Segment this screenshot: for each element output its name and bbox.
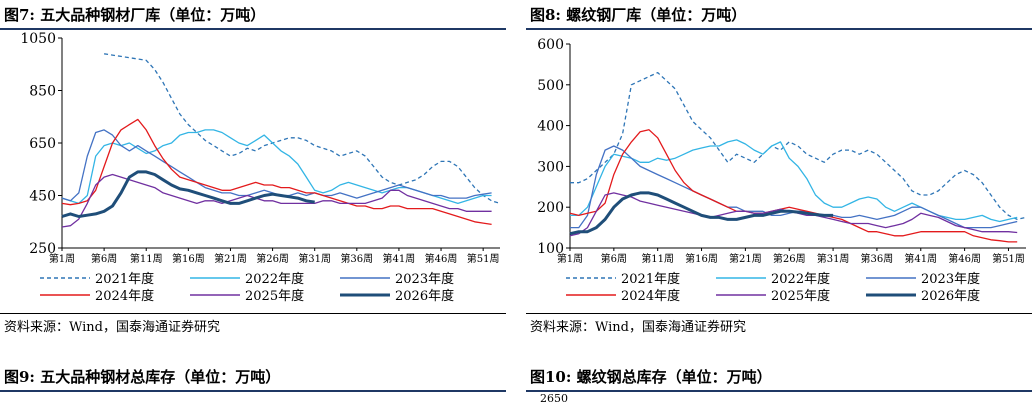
x-tick-label: 第41周: [383, 252, 416, 265]
x-tick-label: 第11周: [130, 252, 163, 265]
series-line: [61, 118, 492, 226]
figure-10-first-tick: 2650: [540, 392, 568, 405]
title-divider: [0, 390, 506, 392]
x-tick-label: 第6周: [91, 252, 117, 265]
title-divider: [526, 28, 1032, 30]
y-tick-label: 500: [537, 78, 564, 94]
x-tick-label: 第51周: [467, 252, 500, 265]
legend-label: 2026年度: [395, 288, 454, 304]
figure-8-chart: 100 200 300 400 500 600 第1周 第6周 第11周 第16周 第21周 第26周…: [537, 37, 1027, 304]
y-tick-label: 200: [537, 200, 564, 216]
y-tick-label: 850: [29, 84, 56, 100]
series-line: [61, 129, 492, 202]
figure-9-title: 图9: 五大品种钢材总库存（单位：万吨）: [4, 368, 281, 386]
y-tick-label: 650: [29, 136, 56, 152]
y-tick-label: 100: [537, 241, 564, 257]
x-tick-label: 第26周: [256, 252, 289, 265]
y-tick-label: 600: [537, 37, 564, 53]
legend-label: 2022年度: [245, 271, 304, 287]
x-tick-label: 第36周: [861, 252, 894, 265]
legend-label: 2023年度: [395, 271, 454, 287]
figure-10-title: 图10: 螺纹钢总库存（单位：万吨）: [530, 368, 772, 386]
source-divider: [526, 313, 1032, 314]
figure-8-source: 资料来源：Wind，国泰海通证券研究: [530, 320, 746, 335]
figure-7-panel: 图7: 五大品种钢材厂库（单位：万吨） 250 450 650 850 1050 第1周 第…: [0, 0, 508, 340]
y-tick-label: 300: [537, 159, 564, 175]
series-line: [569, 191, 834, 236]
y-tick-label: 250: [29, 241, 56, 257]
series-line: [570, 145, 1018, 229]
series-line: [570, 71, 1027, 221]
x-tick-label: 第16周: [685, 252, 718, 265]
series-line: [569, 129, 1018, 243]
x-tick-label: 第36周: [340, 252, 373, 265]
y-tick-label: 1050: [20, 31, 56, 47]
x-tick-label: 第16周: [172, 252, 205, 265]
x-tick-label: 第11周: [641, 252, 674, 265]
x-tick-label: 第51周: [992, 252, 1025, 265]
legend-label: 2023年度: [921, 271, 980, 287]
x-tick-label: 第41周: [904, 252, 937, 265]
x-tick-label: 第21周: [214, 252, 247, 265]
y-tick-label: 450: [29, 189, 56, 205]
legend-label: 2022年度: [771, 271, 830, 287]
figure-7-source: 资料来源：Wind，国泰海通证券研究: [4, 320, 220, 335]
title-divider: [0, 28, 506, 30]
series-line: [104, 53, 501, 205]
figure-8-panel: 图8: 螺纹钢厂库（单位：万吨） 100 200 300 400 500 600 第1周 第6…: [526, 0, 1032, 340]
title-divider: [526, 390, 1032, 392]
x-tick-label: 第31周: [298, 252, 331, 265]
series-line: [61, 170, 315, 218]
figure-8-title: 图8: 螺纹钢厂库（单位：万吨）: [530, 6, 747, 24]
legend-label: 2024年度: [95, 288, 154, 304]
legend-label: 2026年度: [921, 288, 980, 304]
series-line: [61, 173, 492, 228]
series-line: [569, 192, 1018, 237]
figure-7-title: 图7: 五大品种钢材厂库（单位：万吨）: [4, 6, 266, 24]
x-tick-label: 第46周: [425, 252, 458, 265]
legend-label: 2021年度: [621, 271, 680, 287]
x-tick-label: 第46周: [948, 252, 981, 265]
series-line: [61, 129, 492, 205]
legend-label: 2025年度: [245, 288, 304, 304]
x-tick-label: 第1周: [557, 252, 583, 265]
legend-label: 2024年度: [621, 288, 680, 304]
y-tick-label: 400: [537, 119, 564, 135]
x-tick-label: 第21周: [729, 252, 762, 265]
x-tick-label: 第6周: [601, 252, 627, 265]
source-divider: [0, 313, 506, 314]
legend-label: 2021年度: [95, 271, 154, 287]
legend-label: 2025年度: [771, 288, 830, 304]
x-tick-label: 第31周: [817, 252, 850, 265]
x-tick-label: 第1周: [49, 252, 75, 265]
series-line: [570, 139, 1018, 223]
x-tick-label: 第26周: [773, 252, 806, 265]
